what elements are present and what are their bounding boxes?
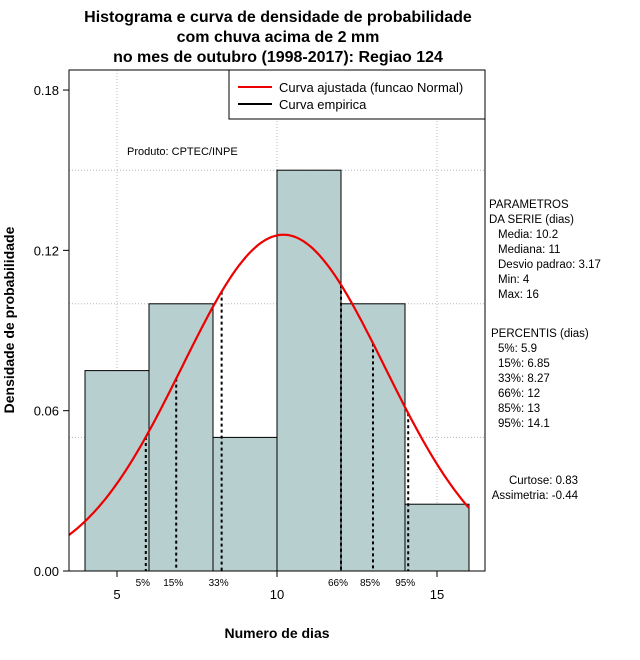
legend-entry: Curva empirica [279, 97, 367, 112]
parameter-text: Max: 16 [498, 289, 539, 301]
percentile-label: 33% [209, 578, 229, 589]
chart-title-line: no mes de outubro (1998-2017): Regiao 12… [113, 49, 443, 66]
histogram-bar [212, 436, 278, 572]
shape-stat-text: Assimetria: -0.44 [492, 490, 579, 502]
parameter-text: PARAMETROS [489, 199, 569, 211]
percentile-label: 66% [328, 578, 348, 589]
parameter-text: Min: 4 [498, 274, 530, 286]
percentile-text: PERCENTIS (dias) [491, 328, 589, 340]
parameter-text: DA SERIE (dias) [489, 214, 574, 226]
histogram-bar [404, 503, 470, 572]
histogram-bar [84, 370, 150, 572]
percentile-label: 5% [136, 578, 151, 589]
parameter-text: Desvio padrao: 3.17 [498, 259, 601, 271]
histogram-bar [276, 169, 342, 572]
percentile-text: 33%: 8.27 [498, 373, 550, 385]
percentile-label: 95% [395, 578, 415, 589]
y-tick-label: 0.06 [34, 404, 59, 419]
y-tick-label: 0.00 [34, 564, 59, 579]
x-tick-label: 15 [430, 587, 444, 602]
shape-stat-text: Curtose: 0.83 [509, 475, 578, 487]
chart-title-line: Histograma e curva de densidade de proba… [84, 9, 472, 26]
x-tick-label: 10 [270, 587, 284, 602]
legend-entry: Curva ajustada (funcao Normal) [279, 80, 463, 95]
parameter-text: Media: 10.2 [498, 229, 558, 241]
x-tick-label: 5 [113, 587, 120, 602]
chart-title-line: com chuva acima de 2 mm [177, 29, 380, 46]
product-annotation: Produto: CPTEC/INPE [127, 146, 238, 158]
percentile-label: 15% [163, 578, 183, 589]
histogram-bar [148, 303, 214, 572]
y-tick-label: 0.18 [34, 83, 59, 98]
percentile-label: 85% [360, 578, 380, 589]
y-axis-title: Densidade de probabilidade [1, 226, 17, 413]
percentile-text: 85%: 13 [498, 403, 540, 415]
y-tick-label: 0.12 [34, 243, 59, 258]
parameter-text: Mediana: 11 [498, 244, 560, 256]
x-axis-title: Numero de dias [224, 625, 329, 641]
percentile-text: 15%: 6.85 [498, 358, 550, 370]
normal-fit-curve [68, 233, 470, 536]
percentile-text: 66%: 12 [498, 388, 540, 400]
histogram-bar [340, 303, 406, 572]
percentile-text: 5%: 5.9 [498, 343, 537, 355]
legend-box [228, 69, 486, 120]
percentile-text: 95%: 14.1 [498, 418, 550, 430]
